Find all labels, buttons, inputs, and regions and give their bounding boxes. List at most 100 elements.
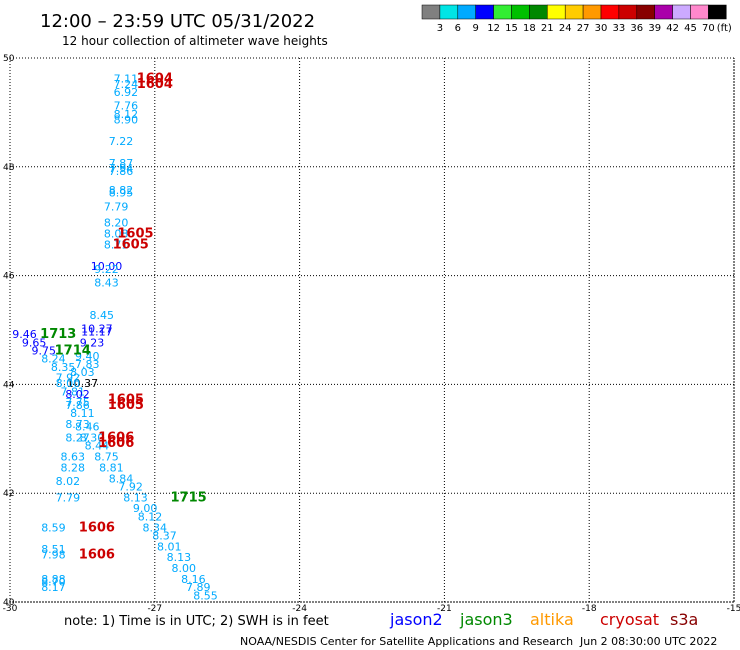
colorbar-label: 3 (437, 23, 443, 34)
plot-frame (9, 57, 735, 603)
wave-height-label: 9.23 (80, 336, 105, 349)
wave-height-label: 8.02 (65, 388, 90, 401)
x-tick-label: -15 (727, 604, 740, 614)
satellite-legend-s3a: s3a (670, 610, 698, 629)
wave-height-label: 7.86 (65, 399, 90, 412)
wave-height-label: 9.22 (94, 263, 119, 276)
satellite-legend: jason2 jason3 altika cryosat s3a (389, 610, 698, 629)
wave-height-label: 8.34 (143, 521, 168, 534)
wave-height-label: 8.88 (41, 573, 66, 586)
colorbar-label: 12 (487, 23, 500, 34)
wave-height-label: 7.86 (109, 165, 134, 178)
colorbar-label: 45 (684, 23, 697, 34)
note-text: note: 1) Time is in UTC; 2) SWH is in fe… (64, 614, 329, 629)
colorbar-swatch (439, 4, 459, 20)
credit-text: NOAA/NESDIS Center for Satellite Applica… (240, 635, 573, 648)
wave-height-label: 8.13 (123, 491, 148, 504)
colorbar-swatch (564, 4, 584, 20)
colorbar-swatch (475, 4, 494, 20)
wave-height-label: 7.94 (109, 162, 134, 175)
satellite-legend-jason2: jason2 (389, 610, 443, 629)
colorbar-swatch (457, 4, 476, 20)
colorbar-swatch (547, 4, 566, 20)
colorbar-swatch (618, 4, 638, 20)
colorbar-swatch (690, 4, 709, 20)
colorbar-unit: (ft) (717, 23, 732, 34)
wave-height-label: 10.27 (81, 323, 113, 336)
wave-height-label: 7.24 (114, 78, 139, 91)
wave-height-label: 7.79 (104, 200, 129, 213)
chart-subtitle: 12 hour collection of altimeter wave hei… (62, 34, 328, 48)
x-tick-label: -27 (147, 604, 162, 614)
satellite-legend-cryosat: cryosat (600, 610, 659, 629)
wave-height-label: 7.79 (56, 491, 81, 504)
wave-height-label: 8.73 (65, 418, 90, 431)
colorbar-label: 6 (455, 23, 461, 34)
wave-height-label: 8.12 (114, 108, 139, 121)
cycle-number-label: 1604 (137, 77, 173, 92)
wave-height-points: 7.117.246.927.768.128.907.227.877.947.86… (12, 72, 218, 602)
wave-height-label: 8.55 (193, 589, 218, 602)
wave-height-label: 8.75 (94, 451, 119, 464)
wave-height-label: 6.92 (114, 86, 139, 99)
cycle-number-label: 1605 (117, 227, 153, 242)
cycle-number-label: 1606 (79, 547, 115, 562)
wave-height-label: 7.92 (56, 372, 81, 385)
colorbar-label: 36 (630, 23, 643, 34)
axis-ticks: -30 -27 -24 -21 -18 -15 40 42 44 46 48 50 (3, 54, 740, 614)
colorbar-swatch (600, 4, 620, 20)
wave-height-label: 9.40 (75, 350, 100, 363)
wave-height-label: 9.00 (133, 502, 158, 515)
wave-height-label: 8.17 (41, 581, 66, 594)
wave-height-label: 8.16 (181, 573, 206, 586)
wave-height-label: 7.87 (109, 157, 134, 170)
wave-height-label: 8.11 (70, 407, 95, 420)
wave-height-label: 7.98 (41, 548, 66, 561)
wave-height-label: 8.84 (109, 472, 134, 485)
wave-height-label: 7.92 (118, 480, 143, 493)
wave-height-label: 7.22 (109, 135, 134, 148)
cycle-number-label: 1605 (113, 237, 149, 252)
wave-height-label: 10.37 (67, 377, 99, 390)
satellite-legend-altika: altika (530, 610, 574, 629)
x-tick-label: -30 (3, 604, 18, 614)
colorbar-label: 21 (541, 23, 554, 34)
wave-height-label: 8.00 (172, 562, 197, 575)
wave-height-label: 9.46 (12, 328, 37, 341)
y-tick-label: 44 (3, 380, 15, 390)
colorbar-swatch (708, 4, 727, 20)
wave-height-label: 8.00 (56, 377, 81, 390)
chart-title: 12:00 – 23:59 UTC 05/31/2022 (40, 11, 315, 32)
wave-height-label: 8.28 (60, 461, 85, 474)
wave-height-label: 8.45 (89, 309, 114, 322)
y-tick-label: 48 (3, 163, 15, 173)
y-tick-label: 40 (3, 598, 15, 608)
cycle-number-label: 1605 (108, 398, 144, 413)
wave-height-label: 7.76 (114, 100, 139, 113)
y-tick-label: 42 (3, 489, 14, 499)
wave-height-label: 7.83 (75, 358, 100, 371)
wave-height-label: 7.81 (60, 385, 85, 398)
wave-height-label: 8.71 (104, 238, 129, 251)
wave-height-label: 8.43 (94, 276, 119, 289)
wave-height-label: 8.59 (41, 521, 66, 534)
wave-height-label: 9.65 (22, 336, 47, 349)
wave-height-label: 8.44 (85, 440, 110, 453)
colorbar-label: 39 (648, 23, 661, 34)
timestamp-text: Jun 2 08:30:00 UTC 2022 (579, 635, 717, 648)
x-tick-label: -24 (292, 604, 307, 614)
y-tick-label: 46 (3, 272, 15, 282)
cycle-number-label: 1715 (170, 490, 206, 505)
colorbar-swatch (529, 4, 548, 20)
wave-height-label: 11.17 (81, 325, 113, 338)
colorbar-swatch (672, 4, 691, 20)
plot-grid (9, 57, 735, 603)
wave-height-label: 8.01 (157, 540, 182, 553)
colorbar-swatch (582, 4, 602, 20)
wave-height-label: 8.81 (99, 461, 124, 474)
wave-height-label: 8.95 (109, 187, 134, 200)
cycle-number-label: 1714 (55, 343, 91, 358)
wave-height-label: 8.46 (75, 421, 100, 434)
y-tick-label: 50 (3, 54, 15, 64)
